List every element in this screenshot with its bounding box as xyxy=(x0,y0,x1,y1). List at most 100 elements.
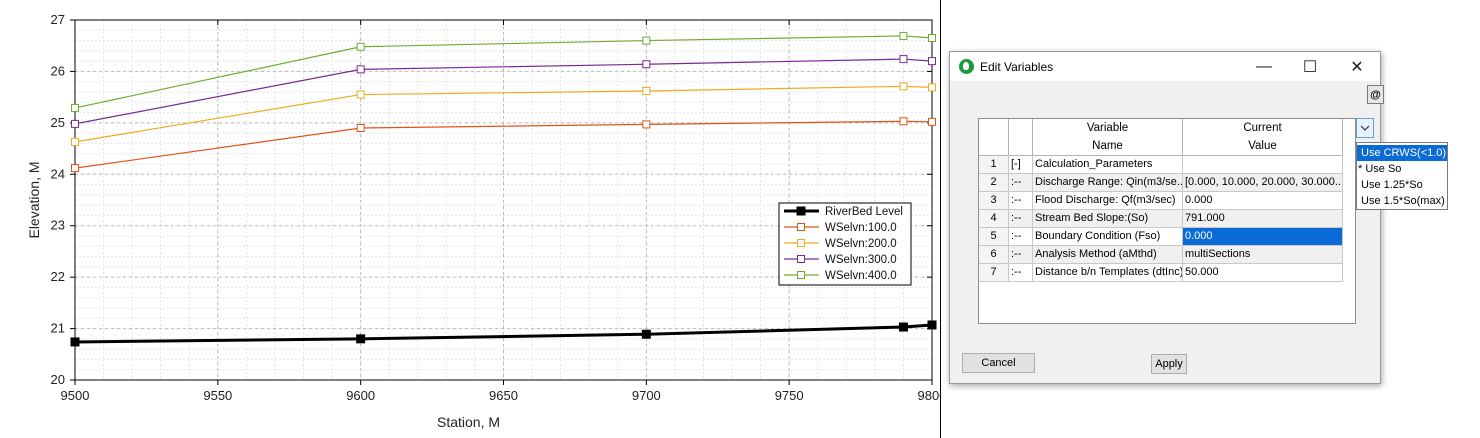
dropdown-option[interactable]: Use CRWS(<1.0) xyxy=(1357,145,1447,161)
x-tick-label: 9800 xyxy=(918,388,940,403)
minimize-button[interactable]: — xyxy=(1256,57,1272,75)
variable-name-header[interactable]: Variable Name xyxy=(1033,119,1183,156)
row-number: 6 xyxy=(979,246,1009,264)
y-tick-label: 27 xyxy=(51,12,65,27)
table-row[interactable]: 7 :-- Distance b/n Templates (dtInc) 50.… xyxy=(979,264,1343,282)
variable-value-cell[interactable]: 791.000 xyxy=(1183,210,1343,228)
data-point xyxy=(928,34,936,42)
legend-marker xyxy=(797,271,805,279)
data-point xyxy=(928,83,936,92)
y-tick-label: 24 xyxy=(51,166,65,181)
current-value-header[interactable]: Current Value xyxy=(1183,119,1343,156)
variable-value-cell[interactable]: [0.000, 10.000, 20.000, 30.000... xyxy=(1183,174,1343,192)
data-point xyxy=(928,117,936,126)
tree-branch: :-- xyxy=(1009,228,1033,246)
data-point xyxy=(642,60,651,69)
dropdown-toggle[interactable] xyxy=(1356,118,1374,138)
dialog-titlebar[interactable]: Edit Variables — ☐ ✕ xyxy=(950,52,1380,81)
x-tick-label: 9750 xyxy=(775,388,804,403)
dropdown-option[interactable]: * Use So xyxy=(1358,163,1402,175)
row-number: 4 xyxy=(979,210,1009,228)
dialog-title: Edit Variables xyxy=(980,60,1054,74)
data-point xyxy=(898,322,908,332)
edit-variables-dialog: Edit Variables — ☐ ✕ @ Variable Name Cur… xyxy=(949,51,1448,384)
tree-branch: :-- xyxy=(1009,264,1033,282)
data-point xyxy=(356,334,366,344)
close-button[interactable]: ✕ xyxy=(1350,58,1364,76)
apply-button[interactable]: Apply xyxy=(1151,354,1187,374)
x-tick-label: 9550 xyxy=(203,388,232,403)
data-point xyxy=(899,82,908,91)
table-row[interactable]: 2 :-- Discharge Range: Qin(m3/se... [0.0… xyxy=(979,174,1343,192)
variable-value-cell[interactable]: 0.000 xyxy=(1183,192,1343,210)
legend-label: WSelvn:400.0 xyxy=(825,270,897,282)
data-point xyxy=(71,119,79,128)
boundary-condition-dropdown[interactable]: Use CRWS(<1.0) * Use So Use 1.25*So Use … xyxy=(1356,142,1448,210)
legend-marker xyxy=(797,223,805,231)
data-point xyxy=(71,103,79,112)
grid-tree-header xyxy=(1009,119,1033,156)
y-tick-label: 25 xyxy=(51,115,65,130)
cancel-button[interactable]: Cancel xyxy=(962,353,1035,373)
elevation-chart: 9500 9550 9600 9650 9700 9750 9800 20 21 22 23 24 25… xyxy=(26,12,940,430)
at-button[interactable]: @ xyxy=(1367,85,1384,104)
table-row[interactable]: 1 [-] Calculation_Parameters xyxy=(979,156,1343,174)
data-point xyxy=(356,42,365,51)
variable-value-cell[interactable]: multiSections xyxy=(1183,246,1343,264)
tree-branch: :-- xyxy=(1009,210,1033,228)
dropdown-option[interactable]: Use 1.5*So(max) xyxy=(1361,195,1445,207)
data-point xyxy=(70,337,80,347)
tree-toggle[interactable]: [-] xyxy=(1009,156,1033,174)
data-point xyxy=(642,86,651,95)
table-row[interactable]: 6 :-- Analysis Method (aMthd) multiSecti… xyxy=(979,246,1343,264)
legend-marker xyxy=(797,239,805,247)
table-row[interactable]: 3 :-- Flood Discharge: Qf(m3/sec) 0.000 xyxy=(979,192,1343,210)
row-number: 3 xyxy=(979,192,1009,210)
legend-label: WSelvn:200.0 xyxy=(825,238,897,250)
maximize-button[interactable]: ☐ xyxy=(1302,58,1318,76)
tree-branch: :-- xyxy=(1009,174,1033,192)
data-point xyxy=(356,90,365,99)
data-point xyxy=(928,57,936,66)
legend-marker xyxy=(797,255,805,263)
data-point xyxy=(899,117,908,126)
data-point xyxy=(356,65,365,74)
selected-value-cell[interactable]: 0.000 xyxy=(1183,228,1343,246)
y-tick-label: 23 xyxy=(51,218,65,233)
data-point xyxy=(71,164,79,173)
chevron-down-icon xyxy=(1360,125,1370,131)
row-number: 2 xyxy=(979,174,1009,192)
variable-name-cell: Flood Discharge: Qf(m3/sec) xyxy=(1033,192,1183,210)
row-number: 7 xyxy=(979,264,1009,282)
variable-name-cell: Boundary Condition (Fso) xyxy=(1033,228,1183,246)
table-row[interactable]: 4 :-- Stream Bed Slope:(So) 791.000 xyxy=(979,210,1343,228)
current-value-header-line2: Value xyxy=(1248,140,1277,152)
x-tick-label: 9600 xyxy=(346,388,375,403)
y-tick-label: 20 xyxy=(51,372,65,387)
y-tick-label: 26 xyxy=(51,63,65,78)
legend-label: RiverBed Level xyxy=(825,206,903,218)
current-value-header-line1: Current xyxy=(1243,122,1282,134)
dropdown-option[interactable]: Use 1.25*So xyxy=(1361,179,1423,191)
x-tick-label: 9500 xyxy=(61,388,90,403)
legend-label: WSelvn:300.0 xyxy=(825,254,897,266)
app-logo-icon xyxy=(959,59,974,74)
variable-name-header-line1: Variable xyxy=(1086,122,1129,134)
data-point xyxy=(642,120,651,129)
legend-label: WSelvn:100.0 xyxy=(825,222,897,234)
variables-grid[interactable]: Variable Name Current Value 1 [-] Calcul… xyxy=(978,118,1356,324)
chart-svg: 9500 9550 9600 9650 9700 9750 9800 20 21 22 23 24 25… xyxy=(26,12,940,430)
x-axis-label: Station, M xyxy=(437,414,500,430)
row-number: 5 xyxy=(979,228,1009,246)
variable-name-cell: Distance b/n Templates (dtInc) xyxy=(1033,264,1183,282)
variable-value-cell[interactable] xyxy=(1183,156,1343,174)
row-number: 1 xyxy=(979,156,1009,174)
y-tick-label: 22 xyxy=(51,269,65,284)
data-point xyxy=(71,137,79,146)
table-row[interactable]: 5 :-- Boundary Condition (Fso) 0.000 xyxy=(979,228,1343,246)
variable-name-cell: Stream Bed Slope:(So) xyxy=(1033,210,1183,228)
data-point xyxy=(642,36,651,45)
variable-value-cell[interactable]: 50.000 xyxy=(1183,264,1343,282)
variable-name-header-line2: Name xyxy=(1092,140,1123,152)
data-point xyxy=(899,55,908,64)
